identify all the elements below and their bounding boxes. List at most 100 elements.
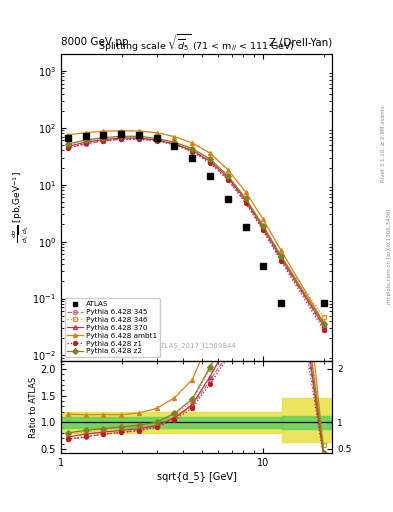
Pythia 6.428 z1 [137, 136, 141, 142]
Text: Rivet 3.1.10, ≥ 2.9M events: Rivet 3.1.10, ≥ 2.9M events [381, 105, 386, 182]
Pythia 6.428 ambt1 [279, 247, 283, 253]
Pythia 6.428 370 [321, 323, 326, 329]
Pythia 6.428 z2 [154, 135, 159, 141]
ATLAS [261, 263, 265, 269]
Pythia 6.428 346 [190, 146, 195, 152]
Pythia 6.428 345 [243, 199, 248, 205]
Pythia 6.428 370 [84, 139, 88, 145]
Pythia 6.428 ambt1 [243, 189, 248, 195]
ATLAS [119, 131, 124, 137]
Text: mcplots.cern.ch [arXiv:1306.3436]: mcplots.cern.ch [arXiv:1306.3436] [387, 208, 392, 304]
Pythia 6.428 345 [190, 148, 195, 154]
ATLAS [65, 135, 70, 141]
Pythia 6.428 346 [154, 136, 159, 142]
Pythia 6.428 z2 [172, 139, 177, 145]
Pythia 6.428 z2 [321, 321, 326, 327]
Pythia 6.428 ambt1 [137, 128, 141, 134]
Text: 8000 GeV pp: 8000 GeV pp [61, 37, 129, 47]
Pythia 6.428 370 [154, 137, 159, 143]
ATLAS [321, 300, 326, 306]
Pythia 6.428 345 [279, 257, 283, 263]
Pythia 6.428 z1 [279, 258, 283, 264]
Pythia 6.428 345 [101, 138, 106, 144]
Pythia 6.428 z2 [137, 133, 141, 139]
Pythia 6.428 ambt1 [65, 132, 70, 138]
Pythia 6.428 370 [137, 135, 141, 141]
Pythia 6.428 370 [65, 143, 70, 150]
ATLAS [172, 143, 177, 149]
Pythia 6.428 z2 [65, 141, 70, 147]
Pythia 6.428 370 [119, 135, 124, 141]
Line: Pythia 6.428 ambt1: Pythia 6.428 ambt1 [66, 129, 326, 325]
ATLAS [154, 135, 159, 141]
Pythia 6.428 345 [84, 141, 88, 147]
Pythia 6.428 z2 [101, 135, 106, 141]
ATLAS [243, 224, 248, 230]
Pythia 6.428 ambt1 [261, 216, 265, 222]
Pythia 6.428 z1 [261, 227, 265, 233]
Pythia 6.428 z2 [243, 195, 248, 201]
Line: Pythia 6.428 345: Pythia 6.428 345 [66, 137, 326, 329]
Pythia 6.428 345 [321, 324, 326, 330]
Pythia 6.428 370 [226, 174, 230, 180]
ATLAS [137, 132, 141, 138]
Pythia 6.428 ambt1 [208, 150, 212, 156]
Pythia 6.428 345 [119, 136, 124, 142]
ATLAS [208, 174, 212, 180]
Pythia 6.428 346 [279, 253, 283, 260]
Pythia 6.428 ambt1 [154, 130, 159, 136]
ATLAS [101, 132, 106, 138]
Pythia 6.428 346 [65, 142, 70, 148]
Pythia 6.428 370 [243, 197, 248, 203]
Pythia 6.428 346 [321, 314, 326, 320]
Pythia 6.428 z2 [261, 222, 265, 228]
Pythia 6.428 370 [172, 141, 177, 147]
Pythia 6.428 346 [119, 134, 124, 140]
Pythia 6.428 z1 [172, 142, 177, 148]
ATLAS [190, 155, 195, 161]
Pythia 6.428 345 [261, 226, 265, 232]
Pythia 6.428 ambt1 [226, 166, 230, 173]
Pythia 6.428 z2 [226, 173, 230, 179]
Pythia 6.428 ambt1 [101, 128, 106, 134]
Pythia 6.428 346 [208, 156, 212, 162]
Pythia 6.428 370 [208, 158, 212, 164]
Pythia 6.428 346 [101, 135, 106, 141]
Title: Splitting scale $\sqrt{\overline{d}_5}$ (71 < m$_{ll}$ < 111 GeV): Splitting scale $\sqrt{\overline{d}_5}$ … [98, 33, 295, 54]
Pythia 6.428 345 [65, 145, 70, 151]
Pythia 6.428 z2 [279, 253, 283, 259]
Line: Pythia 6.428 370: Pythia 6.428 370 [66, 136, 326, 328]
Pythia 6.428 z1 [208, 160, 212, 166]
Line: ATLAS: ATLAS [65, 131, 327, 305]
Pythia 6.428 z1 [65, 145, 70, 151]
Y-axis label: $\frac{d\sigma}{d\sqrt{d_5}}$ [pb,GeV$^{-1}$]: $\frac{d\sigma}{d\sqrt{d_5}}$ [pb,GeV$^{… [11, 172, 31, 243]
Pythia 6.428 z2 [208, 156, 212, 162]
Pythia 6.428 346 [172, 139, 177, 145]
Pythia 6.428 ambt1 [119, 127, 124, 134]
Pythia 6.428 z1 [321, 327, 326, 333]
Y-axis label: Ratio to ATLAS: Ratio to ATLAS [29, 376, 38, 438]
Pythia 6.428 z2 [84, 137, 88, 143]
Pythia 6.428 346 [84, 138, 88, 144]
Text: Z (Drell-Yan): Z (Drell-Yan) [269, 37, 332, 47]
Pythia 6.428 ambt1 [172, 134, 177, 140]
Pythia 6.428 z2 [190, 145, 195, 152]
Pythia 6.428 370 [190, 147, 195, 154]
Pythia 6.428 345 [137, 136, 141, 142]
Pythia 6.428 ambt1 [190, 140, 195, 146]
Line: Pythia 6.428 z2: Pythia 6.428 z2 [66, 134, 326, 326]
Legend: ATLAS, Pythia 6.428 345, Pythia 6.428 346, Pythia 6.428 370, Pythia 6.428 ambt1,: ATLAS, Pythia 6.428 345, Pythia 6.428 34… [64, 298, 160, 357]
Pythia 6.428 ambt1 [321, 319, 326, 326]
Pythia 6.428 370 [279, 255, 283, 261]
Pythia 6.428 345 [208, 159, 212, 165]
Pythia 6.428 370 [101, 137, 106, 143]
Pythia 6.428 z2 [119, 133, 124, 139]
Pythia 6.428 370 [261, 224, 265, 230]
ATLAS [226, 197, 230, 203]
Pythia 6.428 346 [137, 134, 141, 140]
ATLAS [279, 300, 283, 306]
Pythia 6.428 z1 [190, 148, 195, 155]
Pythia 6.428 345 [172, 141, 177, 147]
Pythia 6.428 z1 [226, 177, 230, 183]
Line: Pythia 6.428 z1: Pythia 6.428 z1 [66, 137, 326, 332]
